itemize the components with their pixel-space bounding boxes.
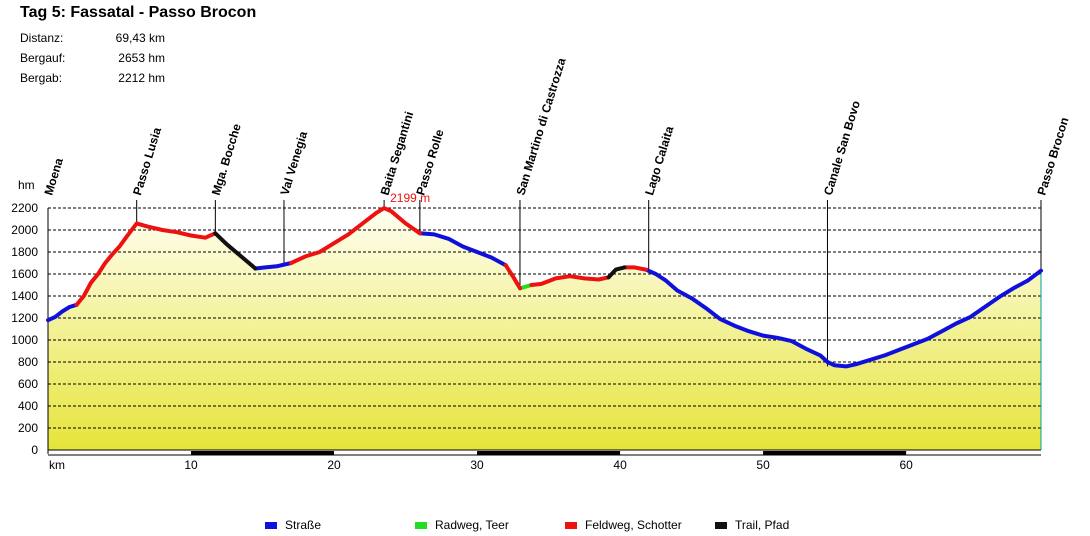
stat-descent-value: 2212 hm xyxy=(118,71,165,85)
poi-label: Baita Segantini xyxy=(378,110,417,197)
chart-title: Tag 5: Fassatal - Passo Brocon xyxy=(20,4,257,21)
profile-area xyxy=(48,208,1041,450)
km-band xyxy=(191,451,335,455)
x-tick-label: 30 xyxy=(470,458,484,472)
y-tick-label: 800 xyxy=(18,355,38,369)
poi-label: Lago Calaita xyxy=(642,124,676,197)
max-elevation-label: 2199 m xyxy=(390,191,430,205)
legend-swatch-strasse xyxy=(265,522,277,529)
stat-ascent-label: Bergauf: xyxy=(20,51,66,65)
km-band xyxy=(763,451,907,455)
y-axis-label: hm xyxy=(18,178,35,192)
profile-segment xyxy=(529,274,611,287)
legend-label-trail: Trail, Pfad xyxy=(735,518,790,532)
stat-ascent: Bergauf: 2653 hm xyxy=(20,51,165,67)
legend-label-strasse: Straße xyxy=(285,518,322,532)
legend-swatch-trail xyxy=(715,522,727,529)
x-tick-label: 20 xyxy=(327,458,341,472)
y-tick-label: 400 xyxy=(18,399,38,413)
legend-swatch-radweg xyxy=(415,522,427,529)
y-tick-label: 2000 xyxy=(11,223,38,237)
poi-label: Passo Lusia xyxy=(130,126,164,197)
legend-label-feldweg: Feldweg, Schotter xyxy=(585,518,682,532)
stat-descent: Bergab: 2212 hm xyxy=(20,71,165,87)
poi-label: Mga. Bocche xyxy=(209,122,244,197)
stat-distance: Distanz: 69,43 km xyxy=(20,31,165,47)
y-tick-label: 0 xyxy=(31,443,38,457)
stat-descent-label: Bergab: xyxy=(20,71,63,85)
y-tick-label: 1600 xyxy=(11,267,38,281)
stat-distance-value: 69,43 km xyxy=(115,31,165,45)
stat-distance-label: Distanz: xyxy=(20,31,64,45)
profile-segment xyxy=(74,221,218,307)
legend-label-radweg: Radweg, Teer xyxy=(435,518,509,532)
profile-segment xyxy=(643,267,1043,369)
y-tick-label: 1200 xyxy=(11,311,38,325)
y-tick-label: 2200 xyxy=(11,201,38,215)
poi-label: Passo Rolle xyxy=(413,127,446,196)
x-axis-label: km xyxy=(49,458,65,472)
profile-segment xyxy=(213,231,258,271)
x-tick-label: 10 xyxy=(184,458,198,472)
poi-label: Passo Brocon xyxy=(1034,116,1071,197)
y-tick-label: 1800 xyxy=(11,245,38,259)
poi-label: Canale San Bovo xyxy=(821,99,863,197)
poi-label: Val Venegia xyxy=(277,129,310,197)
profile-segment xyxy=(46,302,79,323)
profile-segment xyxy=(253,261,294,271)
km-band xyxy=(477,451,621,455)
legend-swatch-feldweg xyxy=(565,522,577,529)
stat-ascent-value: 2653 hm xyxy=(118,51,165,65)
profile-segment xyxy=(503,263,522,291)
profile-segment xyxy=(622,265,648,272)
y-tick-label: 1400 xyxy=(11,289,38,303)
y-tick-label: 200 xyxy=(18,421,38,435)
x-tick-label: 40 xyxy=(613,458,627,472)
y-tick-label: 1000 xyxy=(11,333,38,347)
y-tick-label: 600 xyxy=(18,377,38,391)
x-tick-label: 50 xyxy=(756,458,770,472)
profile-segment xyxy=(289,206,422,265)
poi-label: San Martino di Castrozza xyxy=(513,56,568,197)
x-tick-label: 60 xyxy=(899,458,913,472)
poi-label: Moena xyxy=(41,156,66,197)
profile-segment xyxy=(606,265,627,280)
profile-segment xyxy=(417,231,508,268)
